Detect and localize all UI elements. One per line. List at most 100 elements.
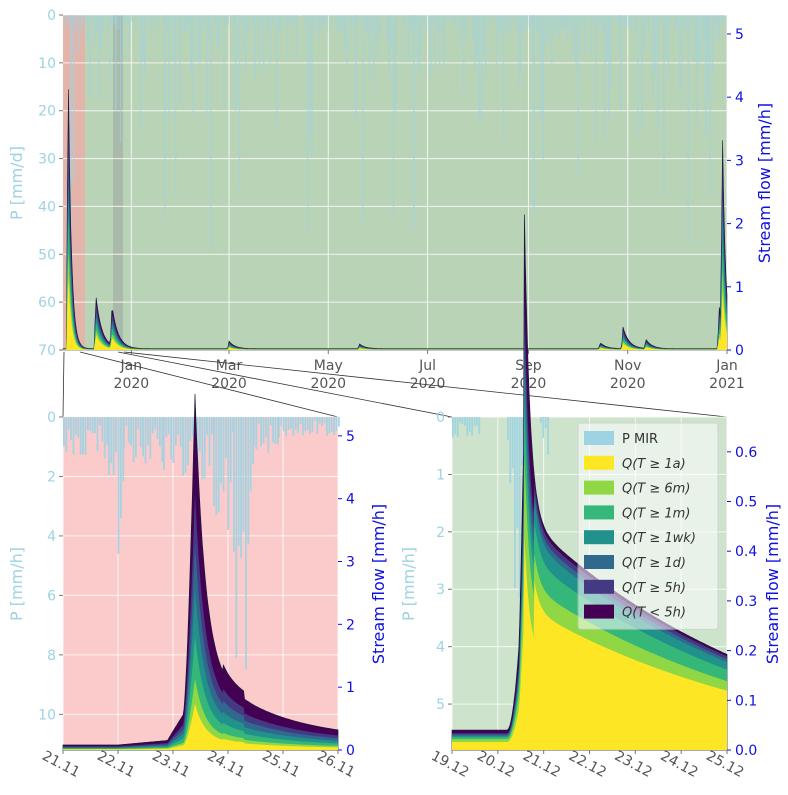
- precip-bar: [408, 15, 410, 63]
- precip-bar: [700, 15, 703, 62]
- precip-bar: [175, 15, 177, 197]
- precip-bar: [159, 417, 161, 447]
- precip-bar: [269, 15, 271, 65]
- precip-bar: [139, 417, 142, 448]
- left-tick-label: 0: [47, 8, 56, 24]
- precip-bar: [263, 15, 265, 76]
- left-tick-label: 40: [38, 199, 56, 215]
- precip-bar: [124, 15, 126, 22]
- precip-bar: [206, 417, 208, 436]
- precip-bar: [103, 417, 106, 459]
- precip-bar: [315, 15, 318, 21]
- precip-bar: [474, 15, 476, 72]
- precip-bar: [423, 15, 425, 23]
- precip-bar: [685, 15, 687, 34]
- precip-bar: [112, 417, 115, 476]
- precip-bar: [500, 15, 502, 38]
- precip-bar: [87, 15, 89, 43]
- x-tick-label: Nov: [614, 358, 641, 374]
- legend-swatch: [584, 455, 614, 470]
- precip-bar: [240, 417, 242, 558]
- precip-bar: [282, 15, 285, 20]
- precip-bar: [714, 15, 716, 24]
- precip-bar: [84, 417, 87, 455]
- precip-bar: [643, 15, 645, 52]
- precip-bar: [542, 15, 544, 161]
- precip-bar: [540, 417, 542, 423]
- legend-label: Q(T ≥ 5h): [622, 581, 686, 596]
- precip-bar: [219, 15, 221, 49]
- right-tick-label: 1: [735, 280, 744, 296]
- precip-bar: [245, 15, 247, 72]
- precip-bar: [547, 417, 549, 455]
- precip-bar: [326, 15, 329, 34]
- precip-bar: [379, 15, 381, 34]
- precip-bar: [425, 15, 428, 33]
- precip-bar: [71, 15, 73, 21]
- precip-bar: [65, 417, 68, 452]
- left-tick-label: 6: [47, 588, 56, 604]
- precip-bar: [496, 15, 498, 68]
- precip-bar: [89, 417, 92, 432]
- precip-bar: [395, 15, 397, 114]
- right-tick-label: 0.5: [735, 494, 757, 510]
- precip-bar: [236, 15, 238, 16]
- precip-bar: [466, 417, 469, 437]
- precip-bar: [588, 15, 590, 20]
- precip-bar: [632, 15, 634, 20]
- precip-bar: [267, 417, 270, 453]
- precip-bar: [551, 15, 553, 67]
- precip-bar: [582, 15, 584, 22]
- br-left-ticks: 0 1 2 3 4 5: [436, 410, 452, 713]
- precip-bar: [73, 15, 75, 183]
- x-tick-label: 20.12: [474, 748, 517, 781]
- flow-layer: [452, 535, 727, 750]
- precip-bar: [698, 15, 700, 65]
- right-tick-label: 0.3: [735, 594, 757, 610]
- precip-bar: [599, 15, 601, 25]
- precip-bar: [473, 417, 476, 427]
- precip-bar: [665, 15, 667, 60]
- precip-bar: [678, 15, 681, 89]
- precip-bar: [70, 15, 72, 350]
- precip-bar: [524, 15, 527, 33]
- precip-bar: [568, 15, 571, 25]
- right-tick-label: 4: [735, 90, 744, 106]
- precip-bar: [357, 15, 359, 24]
- precip-bar: [656, 15, 659, 131]
- precip-bar: [255, 417, 258, 450]
- precip-bar: [306, 417, 309, 430]
- x-tick-label: 2020: [211, 376, 247, 392]
- precip-bar: [610, 15, 612, 87]
- precip-bar: [151, 417, 154, 434]
- precip-bar: [123, 417, 125, 450]
- top-left-ticks: 0 10 20 30 40 50 60 70: [38, 8, 63, 359]
- precip-bar: [344, 15, 346, 51]
- precip-bar: [220, 417, 222, 484]
- precip-bar: [329, 15, 331, 17]
- precip-bar: [645, 15, 648, 24]
- precip-bar: [626, 15, 628, 28]
- precip-bar: [126, 15, 128, 23]
- precip-bar: [330, 417, 333, 432]
- precip-bar: [316, 417, 319, 434]
- precip-bar: [265, 15, 267, 22]
- precip-bar: [137, 15, 139, 18]
- x-tick-label: 19.12: [428, 748, 471, 781]
- precip-bar: [213, 417, 215, 506]
- precip-bar: [322, 15, 324, 22]
- precip-bar: [210, 15, 212, 249]
- precip-bar: [172, 417, 175, 464]
- precip-bar: [254, 15, 256, 80]
- precip-bar: [413, 15, 415, 231]
- precip-bar: [623, 15, 626, 28]
- precip-bar: [544, 417, 547, 429]
- precip-bar: [163, 417, 165, 471]
- precip-bar: [249, 417, 252, 492]
- precip-bar: [120, 417, 122, 519]
- precip-bar: [502, 15, 505, 140]
- x-tick-label: 2020: [310, 376, 346, 392]
- precip-bar: [253, 417, 255, 446]
- x-tick-label: 24.11: [204, 748, 247, 781]
- right-tick-label: 0.2: [735, 644, 757, 660]
